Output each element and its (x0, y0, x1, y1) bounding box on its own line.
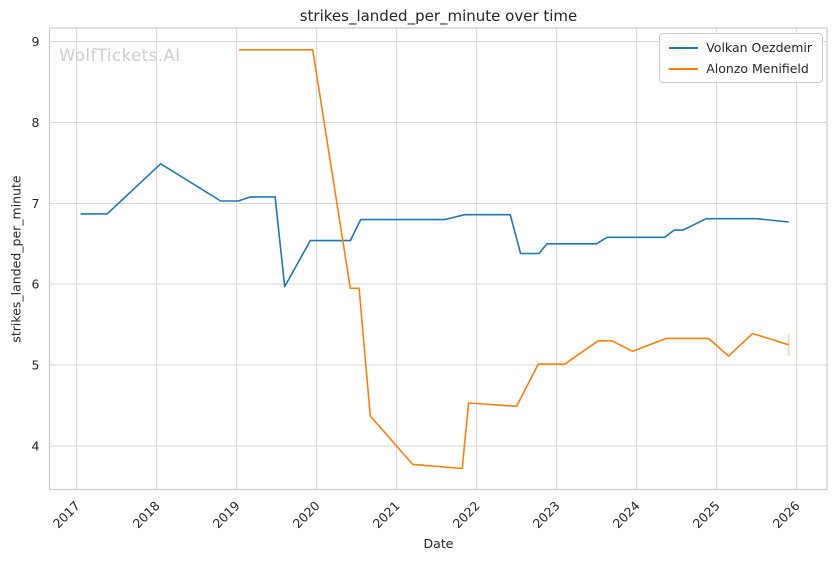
series-line-1 (239, 48, 789, 470)
y-tick-label: 7 (32, 196, 40, 211)
x-tick-label: 2019 (210, 498, 243, 531)
y-tick-label: 8 (32, 115, 40, 130)
y-tick-label: 5 (32, 358, 40, 373)
x-tick-label: 2022 (450, 498, 483, 531)
y-axis-title: strikes_landed_per_minute (8, 175, 24, 343)
legend-line-swatch-blue (669, 46, 699, 49)
legend-item-volkan: Volkan Oezdemir (669, 39, 812, 56)
x-tick-label: 2026 (770, 498, 803, 531)
x-tick-label: 2020 (290, 498, 323, 531)
legend-label: Volkan Oezdemir (706, 40, 812, 55)
x-tick-label: 2024 (610, 498, 643, 531)
x-tick-label: 2025 (690, 498, 723, 531)
series-line-0 (80, 163, 789, 288)
x-tick-label: 2021 (370, 498, 403, 531)
y-tick-label: 4 (32, 438, 40, 453)
legend-line-swatch-orange (669, 67, 699, 70)
chart-title: strikes_landed_per_minute over time (299, 7, 578, 25)
legend-item-alonzo: Alonzo Menifield (669, 60, 812, 77)
x-tick-label: 2023 (530, 498, 563, 531)
x-axis-title: Date (423, 536, 454, 551)
y-tick-label: 9 (32, 34, 40, 49)
plot-border (48, 27, 828, 491)
y-tick-label: 6 (32, 277, 40, 292)
x-tick-label: 2017 (50, 498, 83, 531)
legend: Volkan Oezdemir Alonzo Menifield (659, 33, 823, 83)
watermark: WolfTickets.AI (59, 46, 181, 65)
legend-label: Alonzo Menifield (706, 61, 809, 76)
x-tick-label: 2018 (130, 498, 163, 531)
